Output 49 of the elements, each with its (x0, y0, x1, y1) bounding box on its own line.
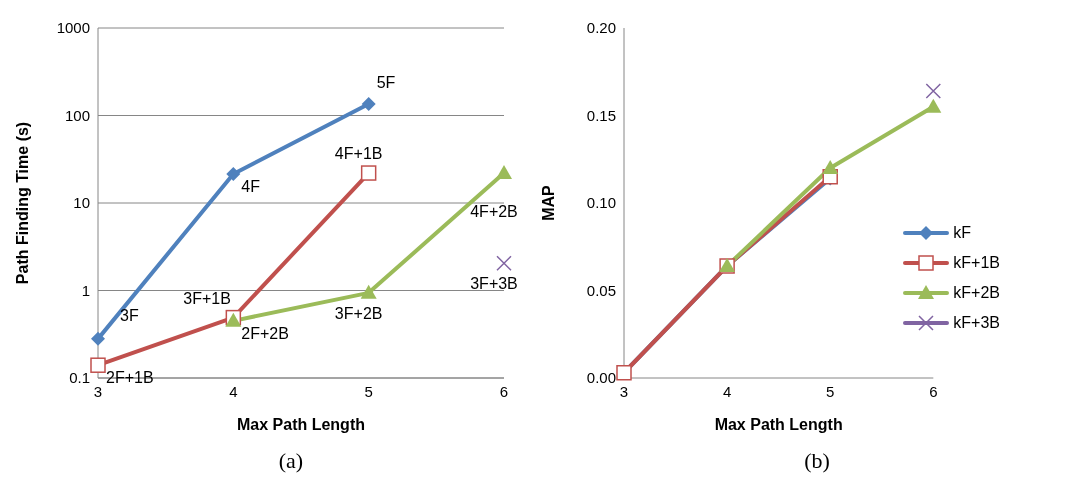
annotation: 2F+2B (241, 324, 289, 342)
annotation: 4F (241, 177, 261, 195)
y-tick-label: 1 (81, 281, 90, 299)
point (925, 83, 942, 99)
x-axis-title: Max Path Length (714, 416, 843, 433)
point (361, 97, 376, 112)
point (360, 165, 377, 181)
annotation: 3F (120, 306, 139, 324)
y-tick-label: 0.20 (586, 19, 616, 37)
legend-label: kF+2B (953, 283, 1000, 303)
point (90, 357, 106, 373)
point (360, 284, 377, 299)
x-tick-label: 3 (619, 382, 629, 400)
annotation: 5F (376, 74, 396, 92)
annotation: 3F+3B (470, 275, 518, 293)
y-tick-label: 0.05 (586, 281, 616, 299)
legend-label: kF (953, 223, 972, 243)
y-axis-title: MAP (539, 184, 557, 221)
y-tick-label: 10 (73, 194, 90, 212)
y-tick-label: 0.10 (586, 194, 616, 212)
y-tick-label: 0.00 (586, 369, 616, 387)
x-tick-label: 5 (826, 382, 835, 400)
point (925, 98, 942, 113)
annotation: 4F+1B (334, 145, 383, 163)
point (91, 331, 105, 346)
annotation: 2F+1B (106, 369, 154, 387)
x-tick-label: 5 (364, 382, 373, 400)
annotation: 4F+2B (470, 203, 518, 221)
point (496, 165, 512, 180)
y-axis-title: Path Finding Time (s) (13, 121, 31, 285)
y-tick-label: 0.15 (586, 106, 616, 124)
legend-label: kF+3B (953, 313, 1000, 333)
y-tick-label: 1000 (56, 19, 90, 37)
y-tick-label: 0.1 (69, 369, 90, 387)
x-axis-title: Max Path Length (236, 416, 366, 433)
annotation: 3F+2B (334, 304, 383, 322)
x-tick-label: 6 (929, 382, 938, 400)
x-tick-label: 6 (499, 382, 509, 400)
legend-label: kF+1B (953, 253, 1000, 273)
point (496, 255, 512, 271)
y-tick-label: 100 (64, 106, 90, 124)
x-tick-label: 4 (229, 382, 238, 400)
annotation: 3F+1B (183, 289, 231, 307)
text: (a) (277, 448, 305, 474)
point (822, 160, 839, 174)
x-tick-label: 3 (93, 382, 103, 400)
x-tick-label: 4 (722, 382, 732, 400)
point (226, 166, 241, 181)
text: (b) (803, 448, 831, 474)
